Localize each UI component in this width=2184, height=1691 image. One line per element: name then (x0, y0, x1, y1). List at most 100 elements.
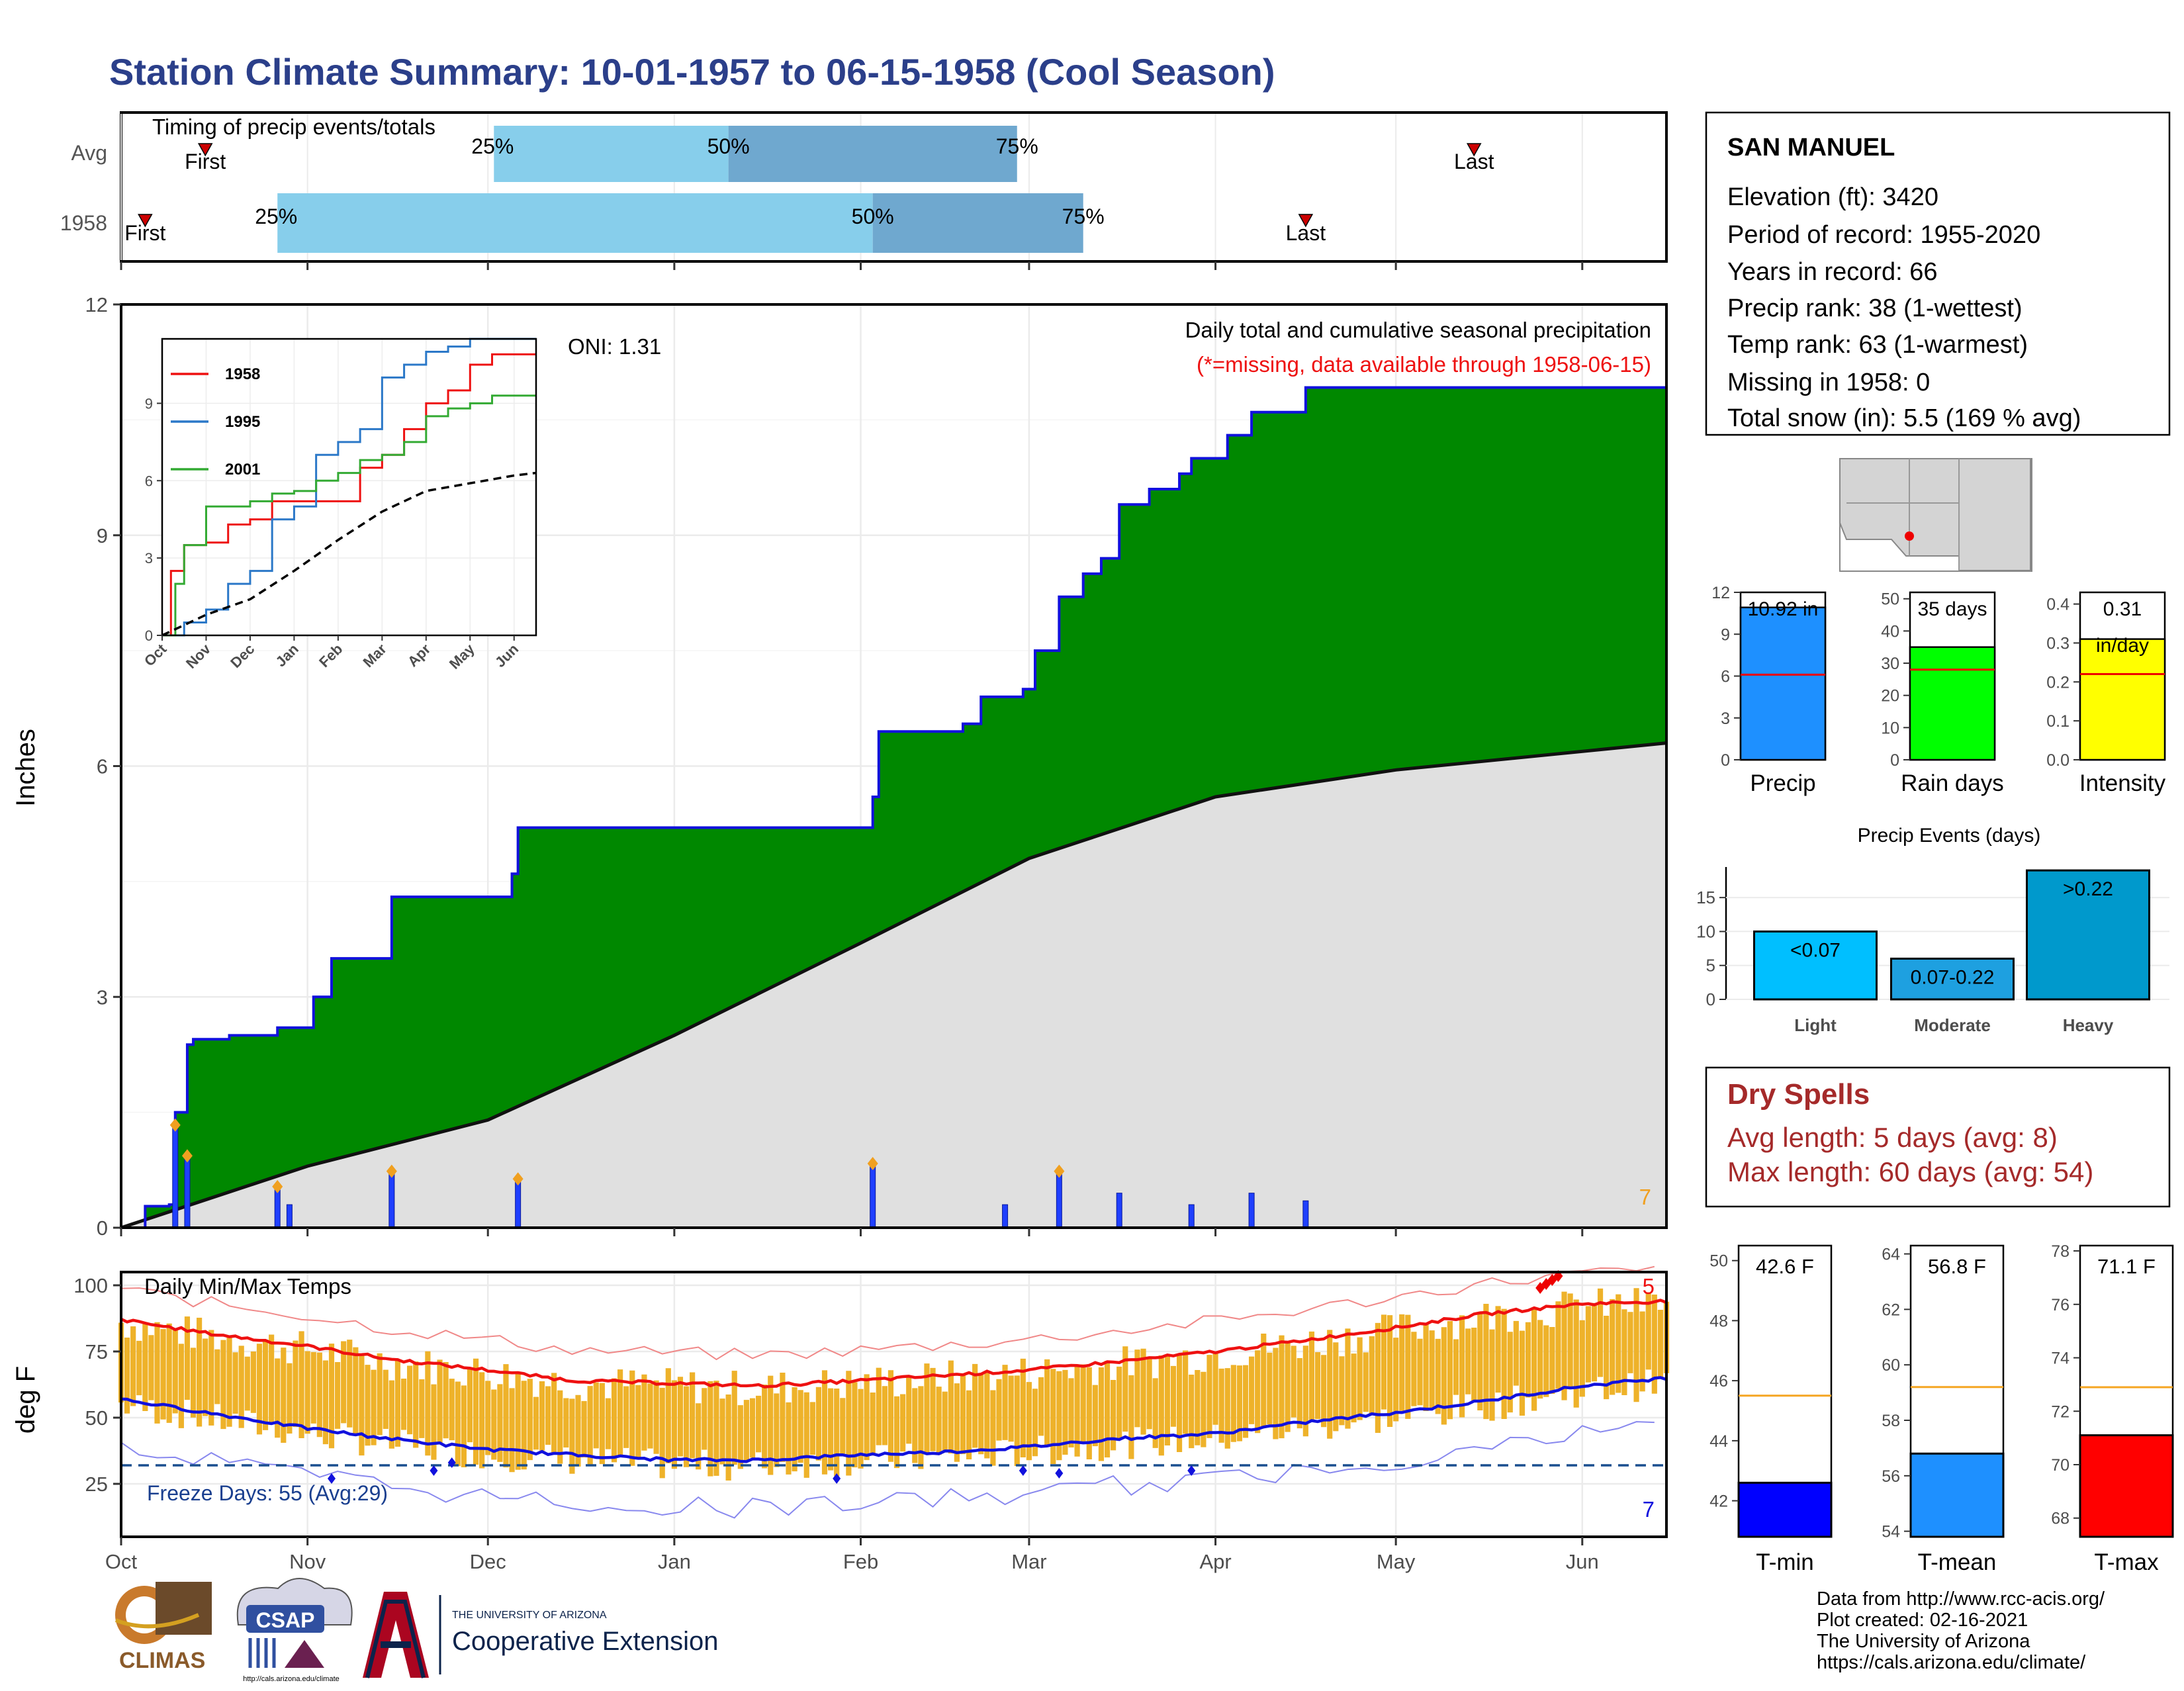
events-title: Precip Events (days) (1858, 825, 2041, 846)
temp-summary-label: T-max (2094, 1549, 2159, 1575)
temp-count-bottom: 7 (1643, 1497, 1655, 1522)
heavy-event-marker (1054, 1164, 1065, 1178)
daily-precip-bars (169, 1118, 1309, 1228)
month-label: Feb (843, 1550, 878, 1573)
temp-summary-tick: 64 (1882, 1246, 1900, 1264)
summary-tick: 0.4 (2046, 596, 2070, 614)
temp-summary-tick: 48 (1709, 1312, 1728, 1330)
record-low-line (120, 1421, 1655, 1519)
precip-events-chart: Precip Events (days) 0 5 10 15 <0.07 Light 0.0… (1696, 825, 2169, 1035)
events-bar (1753, 930, 1878, 1001)
average-cumulative-area (121, 743, 1666, 1228)
temp-summary-tick: 54 (1882, 1523, 1900, 1541)
precip-annotation-title: Daily total and cumulative seasonal prec… (1185, 318, 1651, 342)
timing-q50-label: 50% (852, 205, 894, 228)
summary-bar-value-unit: in/day (2096, 635, 2149, 657)
timing-last-label: Last (1286, 221, 1326, 245)
month-label: Jun (1566, 1550, 1599, 1573)
record-low-marker (447, 1457, 456, 1468)
summary-bar-value: 35 days (1917, 598, 1987, 620)
timing-row-label-avg: Avg (71, 141, 107, 165)
temp-y-axis: 25 50 75 100 (73, 1274, 121, 1496)
events-bar (1890, 957, 2015, 1001)
university-logo: THE UNIVERSITY OF ARIZONA Cooperative Ex… (363, 1592, 718, 1678)
month-label: Jan (658, 1550, 691, 1573)
station-info-box: SAN MANUEL Elevation (ft): 3420 Period o… (1705, 111, 2171, 436)
precip-y-label: Inches (11, 729, 40, 807)
events-bar-label: <0.07 (1790, 939, 1841, 961)
summary-tick: 0 (1890, 751, 1899, 770)
summary-bar-label: Rain days (1901, 770, 2004, 796)
events-y-tick: 0 (1706, 989, 1715, 1009)
y-tick-label: 3 (97, 985, 108, 1009)
timing-panel: Timing of precip events/totals 25% 50% 75%… (60, 111, 1668, 270)
station-line: Missing in 1958: 0 (1727, 369, 1930, 396)
timing-q50-label: 50% (707, 134, 750, 158)
ua-bottom-text: Cooperative Extension (452, 1627, 718, 1656)
record-high-line (120, 1265, 1655, 1361)
month-label: May (1377, 1550, 1416, 1573)
average-cumulative-line (120, 741, 1667, 1230)
summary-tick: 10 (1881, 719, 1899, 737)
summary-tick: 6 (1721, 668, 1730, 686)
month-label: Apr (1199, 1550, 1231, 1573)
events-category: Moderate (1914, 1015, 1991, 1035)
station-line: Temp rank: 63 (1-warmest) (1727, 331, 2028, 359)
timing-last-marker (1298, 214, 1314, 228)
month-label: Oct (105, 1550, 138, 1573)
temp-summary-value: 42.6 F (1756, 1255, 1814, 1278)
daily-precip-bar (870, 1165, 876, 1228)
y-tick-label: 50 (85, 1406, 108, 1430)
summary-bar-fill (1739, 606, 1827, 761)
y-tick-label: 25 (85, 1473, 108, 1496)
dry-spells-avg: Avg length: 5 days (avg: 8) (1727, 1122, 2058, 1153)
page-title: Station Climate Summary: 10-01-1957 to 0… (109, 51, 1275, 93)
precip-y-axis: 0 3 6 9 12 (85, 293, 1584, 1240)
temp-summary-tick: 58 (1882, 1412, 1900, 1430)
temp-summary-label: T-mean (1918, 1549, 1997, 1575)
inset-lines (161, 338, 537, 637)
summary-tick: 0.0 (2046, 751, 2070, 770)
precip-corner-count: 7 (1639, 1185, 1651, 1209)
summary-tick: 50 (1881, 590, 1899, 609)
summary-tick: 0 (1721, 751, 1730, 770)
station-line: Precip rank: 38 (1-wettest) (1727, 295, 2023, 322)
y-tick-label: 100 (73, 1274, 108, 1297)
summary-bar-value: 10.92 in (1748, 598, 1819, 620)
inset-y-tick: 6 (145, 473, 153, 489)
daily-precip-bar (388, 1173, 395, 1228)
summary-bar-fill (1909, 646, 1996, 761)
csap-logo-text: CSAP (256, 1608, 315, 1632)
daily-precip-bar (1116, 1193, 1122, 1228)
timing-bar-q25-q50 (494, 126, 729, 182)
location-map (1839, 458, 2032, 572)
summary-tick: 0.1 (2046, 712, 2070, 731)
summary-tick: 0.2 (2046, 673, 2070, 692)
daily-precip-bar (172, 1127, 179, 1228)
timing-bars: 25% 50% 75% First Last 25% 50% 75% First Last (124, 126, 1494, 253)
temp-summary-tick: 42 (1709, 1492, 1728, 1511)
timing-first-label: First (124, 221, 165, 245)
inset-y-tick: 9 (145, 395, 153, 412)
daily-precip-bar (1056, 1173, 1062, 1228)
precip-areas (120, 386, 1667, 1230)
timing-bar-q25-q50 (277, 193, 873, 253)
temp-plot (118, 1265, 1670, 1519)
record-low-marker (430, 1465, 438, 1476)
events-bar-label: 0.07-0.22 (1911, 966, 1995, 988)
footer-line: Plot created: 02-16-2021 (1817, 1610, 2028, 1631)
daily-precip-bar (1002, 1204, 1009, 1228)
observed-cumulative-line (121, 386, 1666, 1229)
events-bar-label: >0.22 (2063, 878, 2113, 900)
temp-summary-tick: 60 (1882, 1356, 1900, 1375)
y-tick-label: 75 (85, 1340, 108, 1363)
summary-tick: 3 (1721, 709, 1730, 728)
heavy-event-marker (867, 1157, 878, 1170)
heavy-event-marker (512, 1172, 523, 1186)
climas-logo: CLIMAS (114, 1582, 212, 1673)
timing-q25-label: 25% (471, 134, 514, 158)
csap-url: http://cals.arizona.edu/climate (243, 1675, 340, 1683)
temp-y-label: deg F (11, 1366, 40, 1434)
